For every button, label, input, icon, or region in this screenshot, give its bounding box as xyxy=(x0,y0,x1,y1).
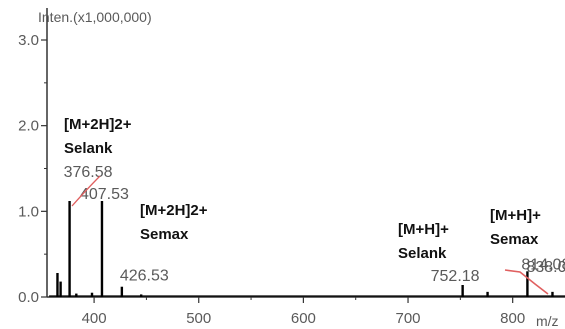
y-tick-label: 0.0 xyxy=(18,289,39,306)
x-tick-label: 600 xyxy=(291,310,316,327)
annotation-semax-2h-name: Semax xyxy=(140,226,189,243)
annotation-selank-2h-name: Selank xyxy=(64,140,113,157)
highlight-curve xyxy=(71,175,101,207)
x-tick-label: 700 xyxy=(396,310,421,327)
y-tick-label: 1.0 xyxy=(18,203,39,220)
y-tick-label: 2.0 xyxy=(18,118,39,135)
annotation-selank-h-charge: [M+H]+ xyxy=(398,221,449,238)
peak-label: 407.53 xyxy=(80,186,129,203)
annotation-selank-h-name: Selank xyxy=(398,245,447,262)
x-tick-label: 400 xyxy=(82,310,107,327)
peak-label: 752.18 xyxy=(431,268,480,285)
annotation-semax-2h-charge: [M+2H]2+ xyxy=(140,202,208,219)
annotation-semax-h-charge: [M+H]+ xyxy=(490,207,541,224)
axes: 0.0 1.0 2.0 3.0 400 500 600 700 800 xyxy=(18,8,565,327)
peak-label: 376.58 xyxy=(64,164,113,181)
x-tick-label: 500 xyxy=(186,310,211,327)
peak-labels: 376.58 407.53 426.53 752.18 838.03814.08 xyxy=(64,164,565,295)
peak-label: 426.53 xyxy=(120,268,169,285)
annotation-selank-2h-charge: [M+2H]2+ xyxy=(64,116,132,133)
y-tick-label: 3.0 xyxy=(18,32,39,49)
x-tick-label: 800 xyxy=(500,310,525,327)
spectrum-peaks xyxy=(49,201,565,297)
y-axis-title: Inten.(x1,000,000) xyxy=(38,9,152,25)
peak-label: 838.03 xyxy=(526,259,565,276)
x-axis-title: m/z xyxy=(536,313,559,329)
highlight-curve xyxy=(504,269,549,295)
annotation-semax-h-name: Semax xyxy=(490,231,539,248)
peak-label: 814.08 xyxy=(521,256,565,273)
